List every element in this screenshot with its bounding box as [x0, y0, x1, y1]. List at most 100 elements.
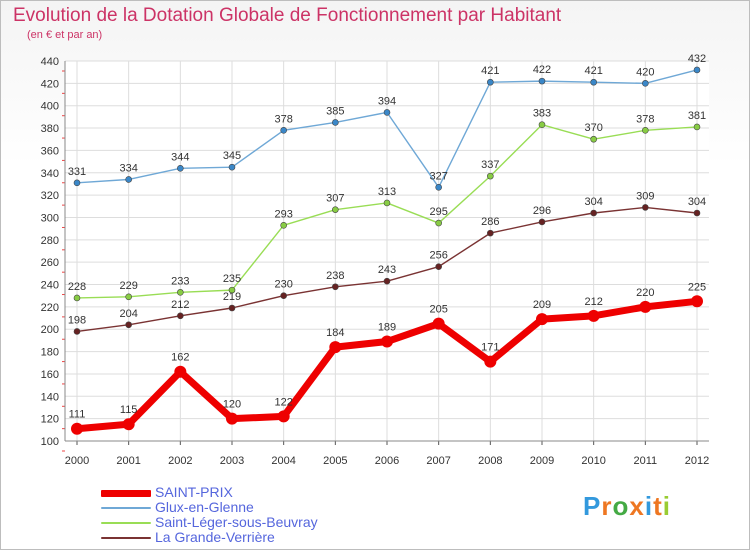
data-point-la-grande-verriere	[538, 218, 546, 226]
x-tick-label: 2002	[168, 455, 192, 467]
legend-item-saint-prix: SAINT-PRIX	[101, 484, 401, 500]
data-label-saint-prix: 209	[533, 299, 551, 311]
data-point-la-grande-verriere	[125, 321, 132, 329]
data-point-la-grande-verriere	[642, 204, 649, 211]
legend-swatch	[101, 507, 151, 509]
data-point-saint-leger-sous-beuvray	[487, 172, 494, 180]
data-point-saint-prix	[329, 341, 342, 354]
data-label-saint-leger-sous-beuvray: 313	[378, 186, 396, 198]
data-label-saint-prix: 189	[378, 322, 396, 334]
data-label-glux-en-glenne: 344	[171, 151, 189, 163]
data-label-saint-prix: 205	[429, 304, 447, 316]
data-point-saint-leger-sous-beuvray	[538, 121, 546, 129]
data-point-la-grande-verriere	[228, 304, 236, 312]
data-point-la-grande-verriere	[383, 277, 391, 285]
data-label-saint-leger-sous-beuvray: 235	[223, 273, 241, 285]
data-label-glux-en-glenne: 334	[119, 162, 137, 174]
chart-legend: SAINT-PRIX Glux-en-Glenne Saint-Léger-sous…	[101, 484, 401, 545]
data-point-saint-leger-sous-beuvray	[383, 199, 391, 207]
x-tick-label: 2006	[375, 455, 399, 467]
data-label-glux-en-glenne: 327	[429, 170, 447, 182]
data-point-la-grande-verriere	[332, 283, 339, 291]
y-tick-label: 280	[41, 235, 59, 247]
logo-letter: i	[662, 491, 671, 521]
logo-letter: o	[612, 491, 630, 521]
chart-title: Evolution de la Dotation Globale de Fonc…	[13, 5, 562, 26]
data-label-saint-leger-sous-beuvray: 370	[584, 122, 602, 134]
data-point-saint-prix	[381, 335, 393, 348]
data-label-saint-prix: 162	[171, 352, 189, 364]
logo-letter: t	[653, 491, 663, 521]
data-label-saint-prix: 122	[274, 396, 292, 408]
x-tick-label: 2010	[581, 455, 605, 467]
x-tick-label: 2009	[530, 455, 554, 467]
y-tick-label: 420	[41, 78, 59, 90]
data-point-la-grande-verriere	[590, 209, 597, 217]
data-point-saint-prix	[122, 418, 135, 431]
data-point-saint-prix	[226, 412, 238, 425]
data-label-la-grande-verriere: 212	[171, 299, 189, 311]
legend-swatch	[101, 490, 151, 497]
logo-letter: i	[644, 491, 654, 521]
x-tick-label: 2012	[685, 455, 709, 467]
data-label-la-grande-verriere: 243	[378, 264, 396, 276]
x-tick-label: 2008	[478, 455, 502, 467]
x-tick-label: 2000	[65, 455, 89, 467]
data-point-saint-prix	[691, 295, 703, 308]
data-label-saint-leger-sous-beuvray: 228	[68, 281, 86, 293]
logo-letter: P	[583, 491, 602, 521]
legend-label: SAINT-PRIX	[155, 484, 233, 500]
data-label-la-grande-verriere: 304	[688, 196, 706, 208]
y-tick-label: 260	[41, 257, 59, 269]
data-label-glux-en-glenne: 385	[326, 105, 344, 117]
proxiti-logo: Proxiti	[583, 491, 671, 522]
data-point-saint-leger-sous-beuvray	[332, 206, 339, 213]
y-tick-label: 380	[41, 123, 59, 135]
legend-swatch	[101, 522, 151, 524]
data-point-saint-prix	[484, 355, 497, 368]
data-label-glux-en-glenne: 331	[68, 166, 86, 178]
data-point-saint-prix	[277, 410, 290, 423]
data-point-saint-prix	[174, 365, 187, 378]
legend-label: Glux-en-Glenne	[155, 499, 254, 515]
data-point-saint-leger-sous-beuvray	[590, 135, 597, 143]
data-label-saint-prix: 120	[223, 399, 241, 411]
data-label-glux-en-glenne: 378	[274, 113, 292, 125]
data-label-saint-prix: 212	[584, 296, 602, 308]
data-label-saint-prix: 171	[481, 342, 499, 354]
data-label-la-grande-verriere: 230	[274, 279, 292, 291]
y-tick-label: 200	[41, 324, 59, 336]
data-point-saint-prix	[639, 300, 652, 313]
data-point-saint-prix	[587, 309, 600, 322]
x-tick-label: 2005	[323, 455, 347, 467]
data-label-la-grande-verriere: 204	[119, 308, 137, 320]
y-tick-label: 120	[41, 414, 59, 426]
data-point-saint-leger-sous-beuvray	[693, 123, 701, 131]
legend-item-saint-leger-sous-beuvray: Saint-Léger-sous-Beuvray	[101, 514, 401, 530]
data-label-saint-prix: 220	[636, 287, 654, 299]
y-tick-label: 300	[41, 212, 59, 224]
data-label-glux-en-glenne: 420	[636, 66, 654, 78]
data-label-glux-en-glenne: 421	[481, 65, 499, 77]
data-label-la-grande-verriere: 256	[429, 250, 447, 262]
data-point-glux-en-glenne	[280, 126, 287, 134]
y-tick-label: 340	[41, 168, 59, 180]
y-tick-label: 140	[41, 391, 59, 403]
chart-subtitle: (en € et par an)	[27, 29, 103, 41]
data-label-saint-leger-sous-beuvray: 378	[636, 113, 654, 125]
data-label-la-grande-verriere: 286	[481, 216, 499, 228]
y-tick-label: 400	[41, 101, 59, 113]
data-label-la-grande-verriere: 219	[223, 291, 241, 303]
data-label-la-grande-verriere: 304	[584, 196, 602, 208]
data-point-glux-en-glenne	[332, 119, 339, 126]
x-tick-label: 2004	[271, 455, 295, 467]
y-tick-label: 240	[41, 280, 59, 292]
legend-item-glux-en-glenne: Glux-en-Glenne	[101, 499, 401, 515]
data-label-la-grande-verriere: 309	[636, 190, 654, 202]
data-label-saint-leger-sous-beuvray: 229	[119, 280, 137, 292]
x-tick-label: 2001	[116, 455, 140, 467]
y-tick-label: 220	[41, 302, 59, 314]
data-label-saint-leger-sous-beuvray: 307	[326, 193, 344, 205]
data-label-la-grande-verriere: 198	[68, 314, 86, 326]
